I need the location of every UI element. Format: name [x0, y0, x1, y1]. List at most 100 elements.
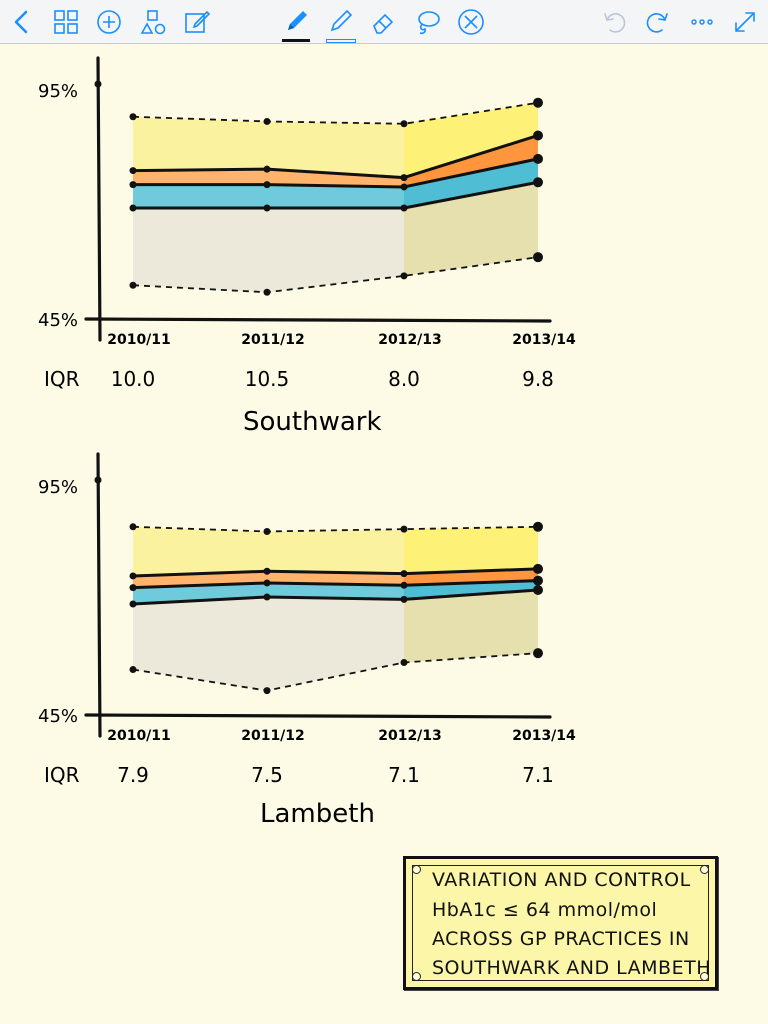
iqr-value: 8.0 — [388, 367, 420, 391]
note-line-2: HbA1c ≤ 64 mmol/mol — [432, 899, 658, 921]
data-point — [263, 117, 271, 125]
note-line-4: SOUTHWARK AND LAMBETH — [432, 957, 711, 979]
pen-color-swatch — [282, 39, 310, 42]
axis-tick-dot — [94, 476, 102, 484]
data-point — [129, 523, 137, 531]
data-point — [400, 183, 408, 191]
note-border — [412, 865, 709, 981]
more-icon — [691, 19, 713, 25]
back-button[interactable] — [4, 4, 40, 40]
y-tick-label-bottom: 45% — [38, 706, 78, 727]
x-tick-label: 2013/14 — [512, 728, 576, 744]
lines-group — [132, 525, 539, 692]
undo-button[interactable] — [596, 4, 632, 40]
data-point — [129, 113, 137, 121]
data-point — [533, 130, 543, 141]
x-tick-label: 2010/11 — [107, 728, 171, 744]
highlighter-tool-button[interactable] — [322, 4, 358, 43]
lasso-tool-button[interactable] — [409, 4, 445, 40]
data-point — [400, 581, 408, 589]
data-point — [263, 579, 271, 587]
axes-group — [84, 452, 552, 738]
data-point — [263, 567, 271, 575]
note-pin-icon — [412, 865, 421, 874]
edit-icon — [185, 10, 211, 33]
upper-line — [132, 567, 539, 578]
iqr-label: IQR — [44, 763, 80, 787]
highlighter-icon — [330, 9, 353, 32]
iqr-value: 7.1 — [388, 763, 420, 787]
lower-band-highlight — [404, 589, 538, 663]
x-tick-label: 2011/12 — [241, 332, 305, 348]
lower-dashed-line — [132, 256, 539, 294]
data-point — [400, 272, 408, 280]
data-point — [263, 165, 271, 173]
iqr-value: 10.5 — [245, 367, 290, 391]
data-point — [533, 177, 543, 188]
x-tick-label: 2012/13 — [378, 332, 442, 348]
more-button[interactable] — [684, 4, 720, 40]
x-tick-label: 2013/14 — [512, 332, 576, 348]
orange-band-highlight — [404, 135, 538, 187]
median-line — [132, 579, 539, 590]
chart-title: Southwark — [243, 407, 382, 437]
note-line-3: ACROSS GP PRACTICES IN — [432, 928, 690, 950]
toolbar — [0, 0, 768, 44]
upper-line — [132, 134, 539, 180]
y-tick-label-top: 95% — [38, 477, 78, 498]
close-tool-button[interactable] — [453, 4, 489, 40]
data-point — [400, 120, 408, 128]
edit-button[interactable] — [179, 4, 215, 40]
caption-note: VARIATION AND CONTROL HbA1c ≤ 64 mmol/mo… — [403, 856, 718, 990]
y-axis — [96, 56, 102, 342]
data-point — [129, 204, 137, 212]
iqr-value: 7.5 — [251, 763, 283, 787]
highlighter-color-swatch — [326, 39, 356, 43]
x-tick-label: 2010/11 — [107, 332, 171, 348]
iqr-value: 10.0 — [111, 367, 156, 391]
note-pin-icon — [412, 972, 421, 981]
data-point — [533, 648, 543, 659]
data-point — [400, 525, 408, 533]
axis-tick-dot — [94, 80, 102, 88]
y-tick-label-top: 95% — [38, 81, 78, 102]
data-point — [400, 174, 408, 182]
upper-band-highlight — [404, 526, 538, 574]
data-point — [400, 659, 408, 667]
data-point — [129, 584, 137, 592]
add-button[interactable] — [91, 4, 127, 40]
data-point — [533, 584, 543, 595]
data-point — [263, 593, 271, 601]
data-point — [129, 281, 137, 289]
southwark-chart: 95% 45% 2010/11 2011/12 2012/13 2013/14 IQR… — [38, 56, 576, 437]
eraser-tool-button[interactable] — [365, 4, 401, 40]
y-axis — [96, 452, 102, 738]
data-point — [263, 687, 271, 695]
points-group — [129, 97, 543, 296]
redo-icon — [646, 13, 668, 33]
lines-group — [132, 101, 539, 294]
redo-button[interactable] — [640, 4, 676, 40]
note-pin-icon — [700, 972, 709, 981]
data-point — [533, 575, 543, 586]
note-line-1: VARIATION AND CONTROL — [432, 869, 691, 891]
data-point — [533, 521, 543, 532]
data-point — [263, 181, 271, 189]
lower-band-highlight — [404, 182, 538, 276]
expand-button[interactable] — [727, 4, 763, 40]
data-point — [263, 204, 271, 212]
back-icon — [14, 10, 28, 34]
shapes-button[interactable] — [135, 4, 171, 40]
grid-button[interactable] — [48, 4, 84, 40]
data-point — [129, 167, 137, 175]
x-tick-label: 2011/12 — [241, 728, 305, 744]
median-line — [133, 157, 539, 189]
lower-line — [132, 588, 539, 606]
pen-tool-button[interactable] — [278, 4, 314, 42]
iqr-value: 7.1 — [522, 763, 554, 787]
upper-dashed-line — [132, 101, 539, 125]
x-axis — [84, 713, 552, 719]
data-point — [533, 563, 543, 574]
pen-icon — [288, 11, 307, 30]
latest-period-highlight — [404, 102, 538, 276]
